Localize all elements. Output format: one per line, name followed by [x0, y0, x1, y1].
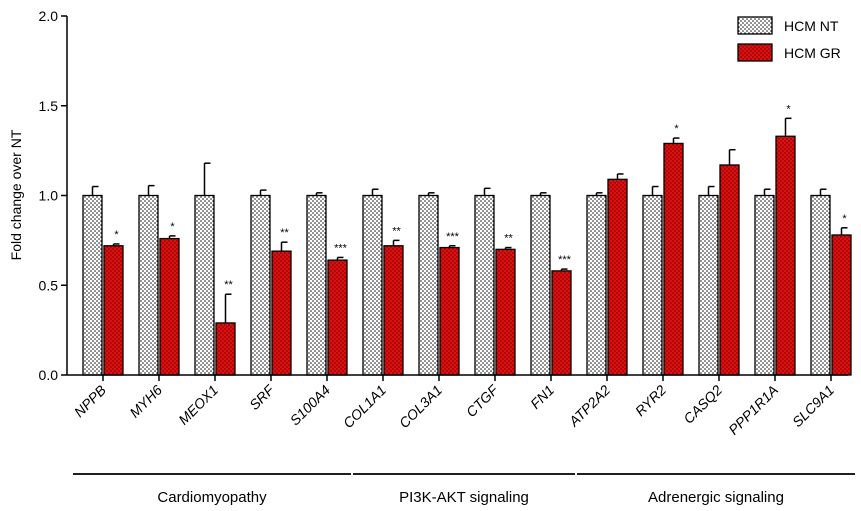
significance-marker: ** [504, 233, 513, 245]
x-tick-label: MEOX1 [175, 382, 221, 428]
significance-marker: * [786, 103, 791, 115]
x-tick-label: RYR2 [632, 382, 670, 420]
x-tick-label: SRF [246, 381, 278, 413]
bar-hcm-gr [159, 237, 180, 376]
x-tick-label: NPPB [71, 382, 109, 420]
significance-marker: *** [558, 254, 572, 266]
bar-hcm-gr [719, 164, 740, 376]
x-tick-label: PPP1R1A [725, 382, 781, 438]
bar-hcm-gr [607, 178, 628, 376]
x-tick-label: ATP2A2 [565, 382, 613, 430]
x-tick-label: MYH6 [126, 382, 165, 421]
significance-marker: * [842, 213, 847, 225]
bar-hcm-gr [663, 142, 684, 376]
significance-marker: ** [280, 227, 289, 239]
bar-hcm-nt [194, 194, 215, 376]
significance-marker: * [674, 123, 679, 135]
bar-hcm-gr [383, 245, 404, 376]
bar-hcm-nt [82, 194, 103, 376]
bar-hcm-nt [530, 194, 551, 376]
significance-marker: ** [392, 225, 401, 237]
bar-hcm-gr [271, 250, 292, 376]
bar-hcm-nt [362, 194, 383, 376]
y-tick-label: 0.5 [39, 277, 59, 293]
x-tick-label: COL1A1 [340, 382, 389, 431]
group-brackets: Cardiomyopathy PI3K-AKT signaling Adrenerg… [73, 473, 855, 506]
group-label: Adrenergic signaling [648, 489, 784, 506]
bar-hcm-nt [250, 194, 271, 376]
y-tick-label: 1.0 [39, 188, 59, 204]
bar-hcm-nt [138, 194, 159, 376]
legend-swatch-hcm-gr [737, 43, 773, 62]
legend-label: HCM GR [784, 45, 841, 61]
x-tick-label: S100A4 [287, 382, 334, 429]
group-label: PI3K-AKT signaling [399, 489, 529, 506]
y-tick-label: 2.0 [39, 8, 59, 24]
bar-hcm-nt [586, 194, 607, 376]
x-tick-label: SLC9A1 [789, 382, 837, 430]
y-axis: 0.0 0.5 1.0 1.5 2.0 [39, 8, 68, 383]
bar-hcm-gr [495, 248, 516, 376]
y-tick-label: 1.5 [39, 98, 59, 114]
x-axis: NPPB MYH6 MEOX1 SRF S100A4 COL1A1 COL3A1 CTGF FN… [67, 374, 848, 438]
bar-hcm-nt [754, 194, 775, 376]
bar-hcm-nt [306, 194, 327, 376]
bar-hcm-nt [418, 194, 439, 376]
x-tick-label: CTGF [463, 381, 502, 420]
significance-marker: *** [446, 231, 460, 243]
bar-hcm-gr [551, 270, 572, 376]
bars-layer: *********** *** ******** [82, 103, 852, 376]
group-label: Cardiomyopathy [157, 489, 267, 506]
legend: HCM NT HCM GR [737, 16, 841, 62]
bar-hcm-nt [474, 194, 495, 376]
bar-hcm-gr [831, 234, 852, 376]
bar-hcm-gr [103, 245, 124, 376]
significance-marker: * [170, 221, 175, 233]
significance-marker: * [114, 229, 119, 241]
bar-hcm-gr [439, 246, 460, 376]
bar-hcm-gr [215, 322, 236, 376]
significance-marker: *** [334, 242, 348, 254]
y-tick-label: 0.0 [39, 367, 59, 383]
x-tick-label: COL3A1 [396, 382, 445, 431]
significance-marker: ** [224, 279, 233, 291]
bar-hcm-nt [698, 194, 719, 376]
bar-hcm-gr [775, 135, 796, 376]
bar-hcm-gr [327, 259, 348, 376]
x-tick-label: FN1 [527, 382, 557, 412]
bar-hcm-nt [642, 194, 663, 376]
legend-label: HCM NT [784, 18, 839, 34]
x-tick-label: CASQ2 [680, 382, 725, 427]
y-axis-title: Fold change over NT [8, 129, 24, 260]
legend-swatch-hcm-nt [737, 16, 773, 35]
bar-hcm-nt [810, 194, 831, 376]
